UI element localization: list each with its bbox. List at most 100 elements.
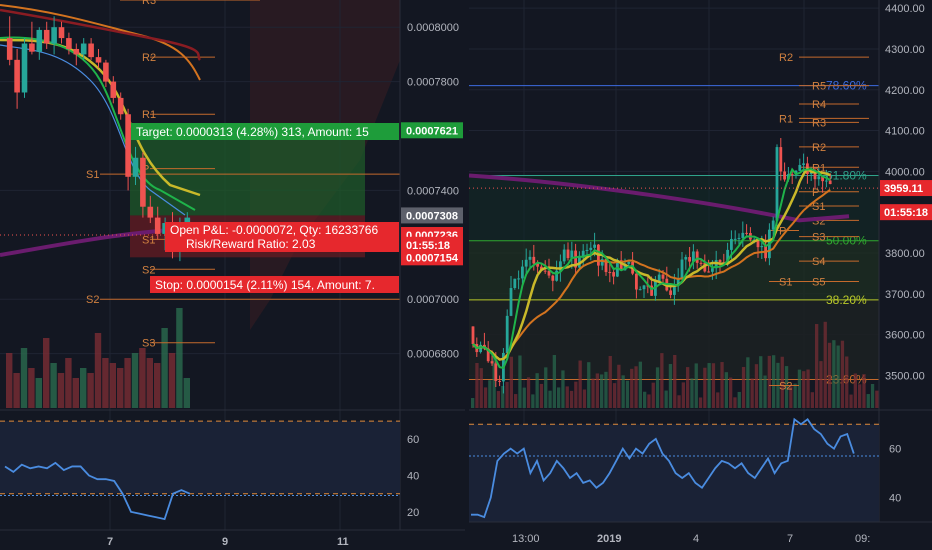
candle-body: [756, 239, 760, 248]
fib-label: 38.20%: [826, 293, 867, 307]
candle-body: [43, 29, 50, 44]
pivot-label: S1: [779, 277, 792, 289]
pivot-label: S2: [142, 264, 155, 276]
volume-bar: [647, 394, 651, 408]
volume-bar: [548, 390, 552, 408]
volume-bar: [862, 374, 866, 408]
pivot-label: S1: [812, 201, 825, 213]
volume-bar: [772, 355, 776, 408]
candle-body: [790, 174, 794, 176]
time-tick-label: 4: [693, 533, 699, 545]
volume-bar: [154, 363, 161, 408]
volume-bar: [815, 324, 819, 408]
price-tick-label: 0.0008000: [407, 22, 459, 34]
volume-bar: [720, 362, 724, 408]
candle-body: [147, 206, 154, 218]
pivot-label: S1: [142, 234, 155, 246]
volume-bar: [587, 362, 591, 408]
candle-body: [711, 268, 714, 272]
candle-body: [688, 257, 691, 262]
pivot-label: S3: [812, 232, 825, 244]
candle-body: [775, 147, 779, 221]
volume-bar: [483, 387, 488, 408]
volume-bar: [763, 375, 767, 408]
volume-bar: [595, 373, 599, 408]
volume-bar: [578, 360, 582, 408]
left-chart-panel[interactable]: PR3R2R1S1PS1S2S2S3Target: 0.0000313 (4.2…: [0, 0, 465, 550]
volume-bar: [767, 355, 771, 408]
volume-bar: [501, 385, 505, 408]
volume-bar: [784, 366, 789, 408]
candle-body: [110, 81, 117, 98]
candle-body: [570, 250, 574, 259]
volume-bar: [13, 373, 20, 408]
price-tag-box: [401, 207, 463, 224]
candle-body: [566, 249, 570, 259]
candle-body: [80, 43, 87, 55]
volume-bar: [604, 371, 608, 408]
volume-bar: [668, 364, 673, 408]
candle-body: [29, 43, 35, 52]
open-pnl-label: Open P&L: -0.0000072, Qty: 16233766: [170, 223, 378, 237]
volume-bar: [621, 375, 625, 408]
volume-bar: [875, 390, 879, 408]
volume-bar: [168, 353, 176, 408]
candle-body: [479, 344, 482, 353]
volume-bar: [673, 354, 677, 408]
price-tag-label: 01:55:18: [406, 240, 450, 252]
candle-body: [737, 237, 741, 239]
price-tag-label: 0.0007154: [406, 252, 459, 264]
price-tag-box: [401, 122, 463, 139]
pivot-label: S2: [86, 294, 99, 306]
volume-bar: [690, 378, 694, 408]
volume-bar: [625, 380, 630, 408]
volume-bar: [94, 333, 102, 408]
volume-bar: [526, 377, 531, 408]
candle-body: [680, 259, 684, 279]
candle-body: [574, 250, 577, 268]
volume-bar: [514, 394, 518, 408]
rsi-tick-label: 20: [407, 507, 419, 519]
target-label: Target: 0.0000313 (4.28%) 313, Amount: 1…: [136, 125, 369, 139]
price-tick-label: 3700.00: [885, 289, 925, 301]
pivot-label: R5: [812, 81, 826, 93]
volume-bar: [124, 358, 131, 408]
candle-body: [21, 43, 28, 93]
candle-body: [771, 220, 775, 230]
candle-body: [638, 289, 642, 291]
candle-body: [593, 244, 596, 248]
candle-body: [612, 272, 615, 277]
candle-body: [661, 274, 665, 279]
volume-bar: [72, 378, 79, 408]
volume-bar: [707, 363, 711, 408]
candle-body: [642, 285, 646, 290]
price-tag-label: 0.0007621: [406, 125, 458, 137]
right-chart-panel[interactable]: 78.60%61.80%50.00%38.20%23.60%R2R5R4R1R3…: [469, 0, 932, 550]
pivot-label: S3: [142, 338, 155, 350]
volume-bar: [479, 368, 483, 408]
pivot-label: S5: [812, 277, 825, 289]
pivot-label: P: [812, 187, 819, 199]
candle-body: [36, 29, 43, 52]
time-tick-label: 2019: [597, 533, 621, 545]
volume-bar: [840, 340, 845, 408]
pivot-label: R2: [779, 52, 793, 64]
candle-body: [821, 176, 824, 182]
volume-bar: [823, 321, 827, 408]
volume-bar: [819, 361, 823, 408]
volume-bar: [505, 381, 509, 408]
position-tool-labels: Target: 0.0000313 (4.28%) 313, Amount: 1…: [131, 123, 399, 293]
volume-bar: [43, 338, 50, 408]
candle-body: [532, 256, 536, 264]
candle-body: [125, 114, 131, 177]
candle-body: [726, 249, 729, 263]
volume-bar: [810, 392, 814, 408]
candle-body: [513, 278, 517, 289]
candle-body: [619, 260, 623, 271]
price-tick-label: 3500.00: [885, 370, 925, 382]
candle-body: [669, 290, 672, 295]
volume-bar: [28, 368, 35, 408]
volume-bar: [733, 397, 737, 408]
pivot-label: R3: [142, 0, 156, 7]
candle-body: [699, 262, 703, 264]
